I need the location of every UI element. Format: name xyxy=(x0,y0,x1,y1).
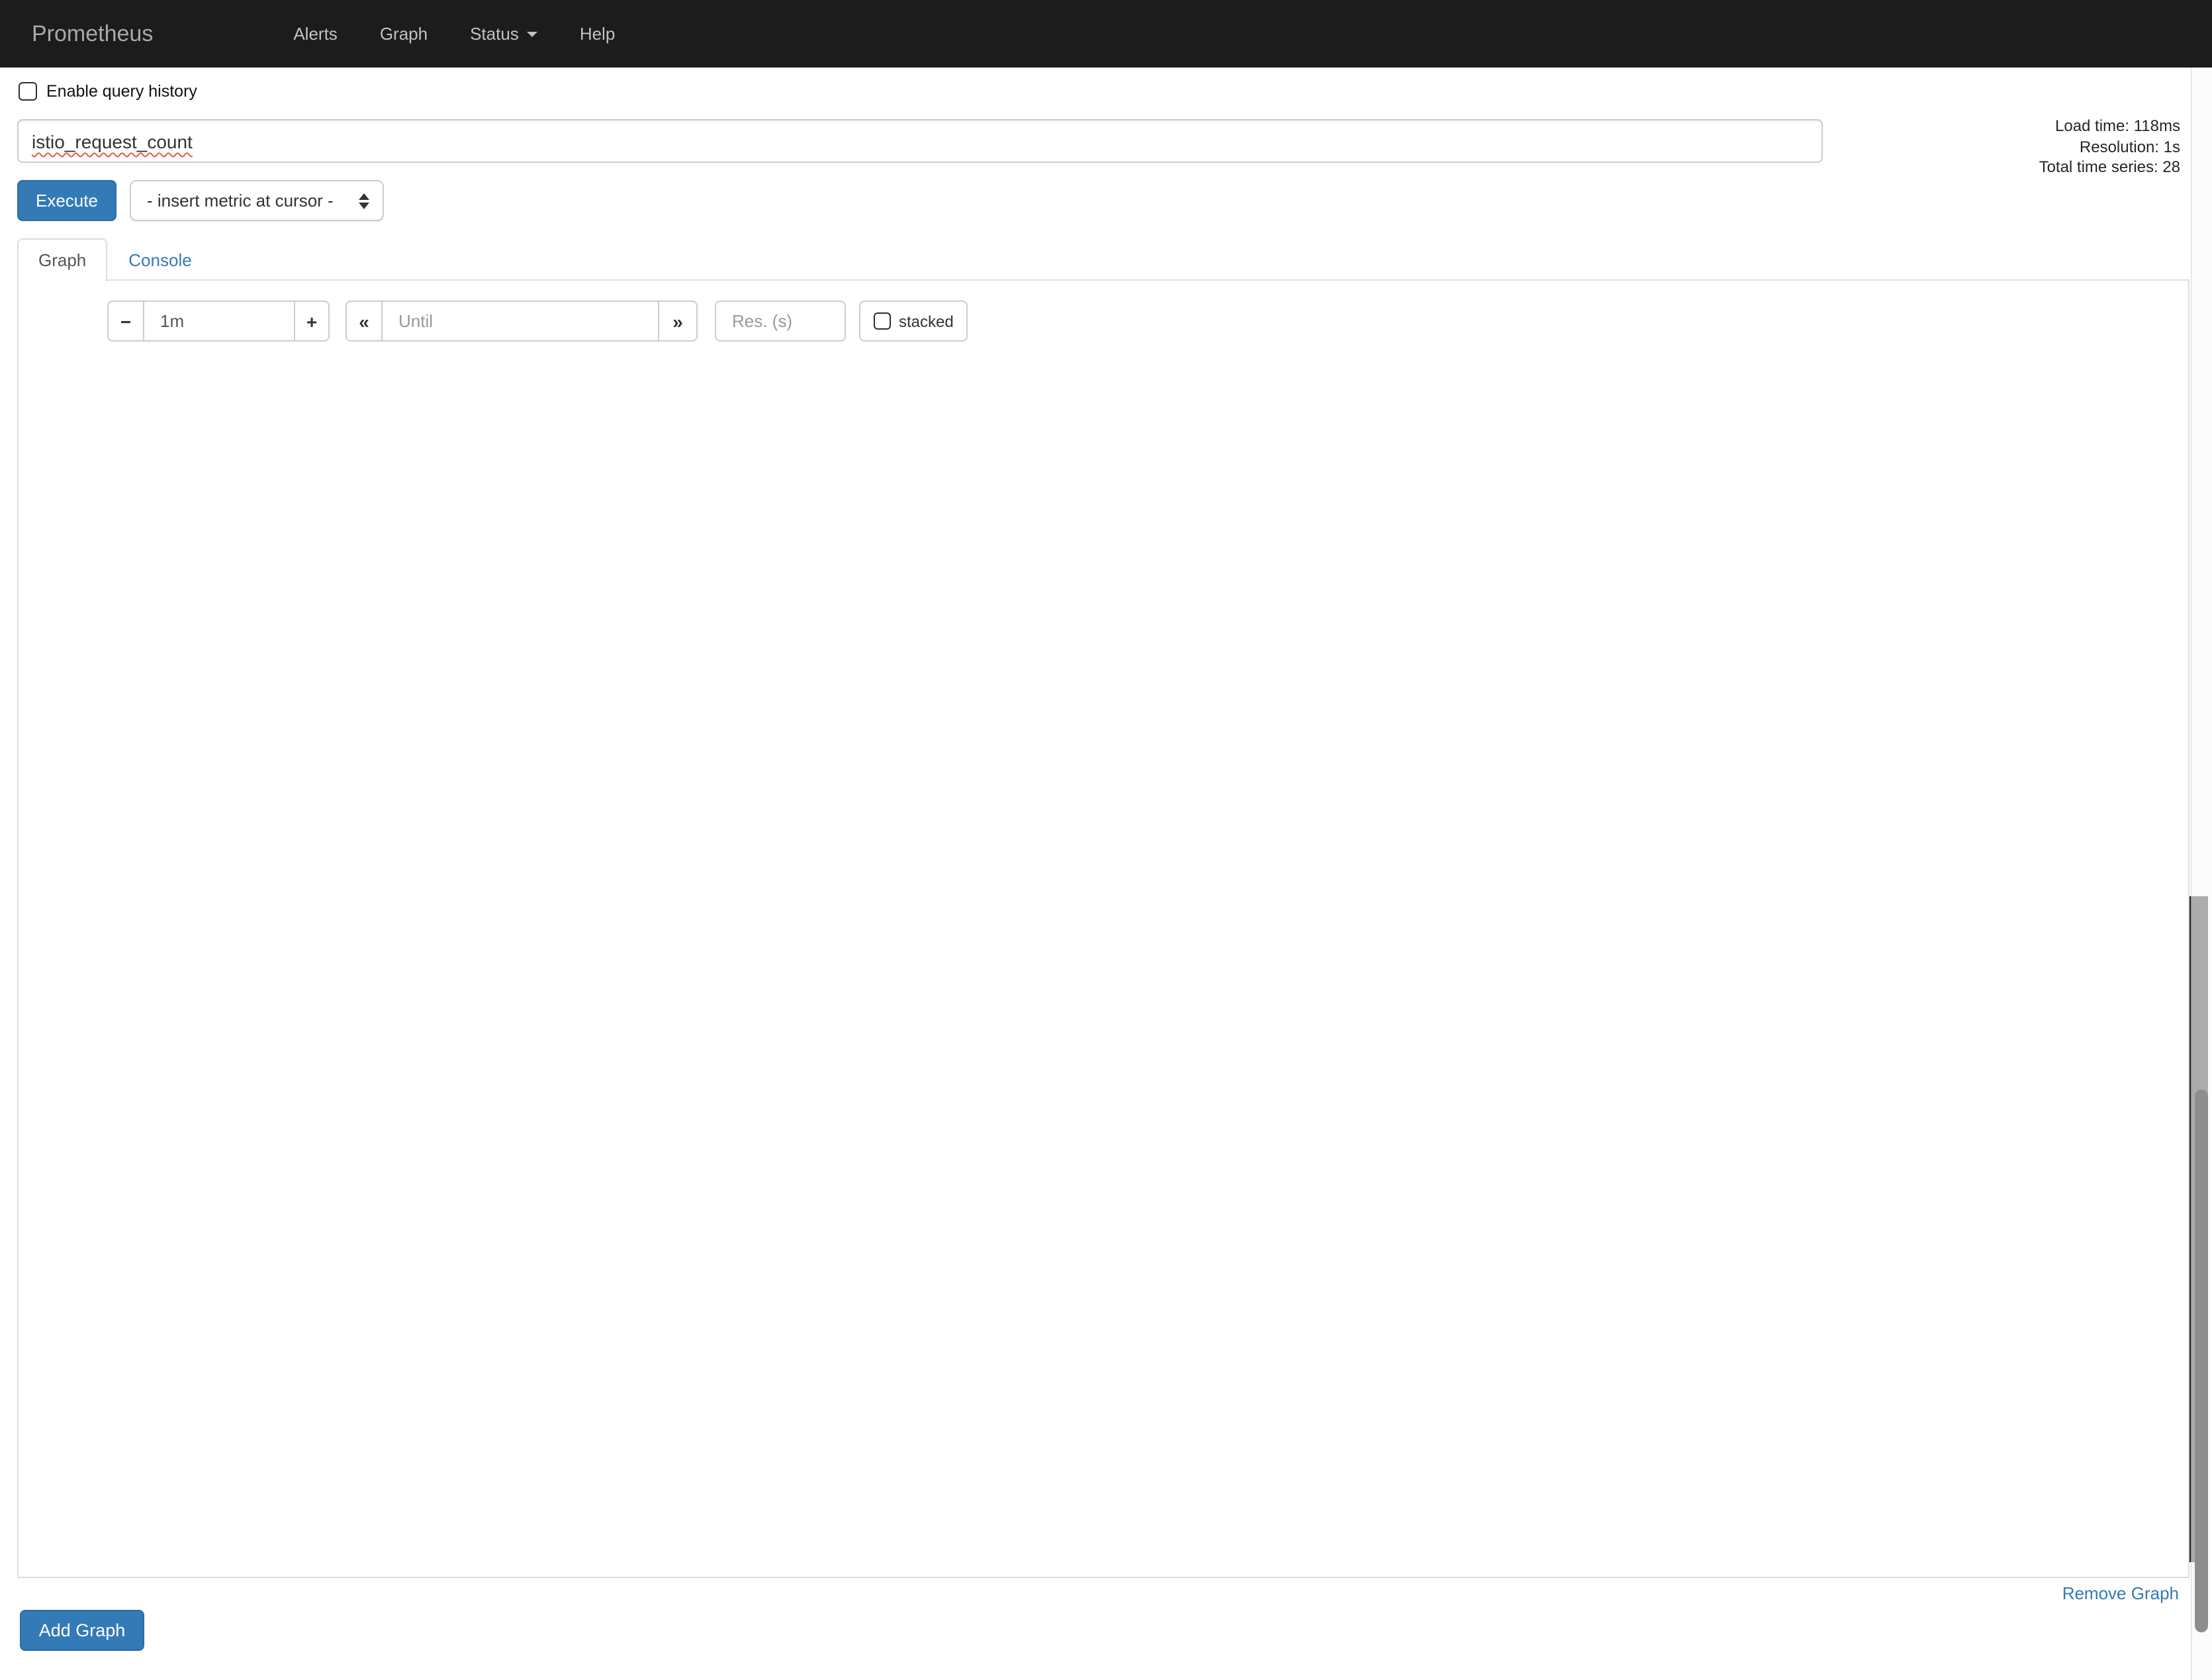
query-history-checkbox[interactable] xyxy=(19,82,37,101)
range-input[interactable]: 1m xyxy=(143,301,295,342)
expression-text: istio_request_count xyxy=(32,130,193,152)
chevron-down-icon xyxy=(526,31,537,36)
total-time-series: Total time series: 28 xyxy=(2039,158,2180,176)
range-shrink-button[interactable]: − xyxy=(107,301,144,342)
load-time: Load time: 118ms xyxy=(2055,117,2180,135)
graph-toolbar: − 1m + « Until » Res. (s) stacked xyxy=(107,301,968,342)
add-graph-button[interactable]: Add Graph xyxy=(20,1610,144,1651)
tabs: Graph Console xyxy=(17,238,213,282)
insert-metric-value: - insert metric at cursor - xyxy=(147,191,334,210)
query-stats: Load time: 118ms Resolution: 1s Total ti… xyxy=(2039,117,2180,178)
navbar: Prometheus Alerts Graph Status Help xyxy=(0,0,2212,68)
tab-console[interactable]: Console xyxy=(128,250,192,270)
resolution-input[interactable]: Res. (s) xyxy=(715,301,846,342)
resolution-placeholder: Res. (s) xyxy=(732,311,792,331)
nav-item-help[interactable]: Help xyxy=(579,24,616,44)
time-group: « Until » xyxy=(346,301,698,342)
stacked-toggle[interactable]: stacked xyxy=(859,301,968,342)
remove-graph-link[interactable]: Remove Graph xyxy=(2062,1583,2179,1603)
tab-graph[interactable]: Graph xyxy=(17,238,108,282)
query-history-label: Enable query history xyxy=(46,82,197,101)
page-scrollbar-thumb[interactable] xyxy=(2195,1090,2208,1632)
brand-link[interactable]: Prometheus xyxy=(32,21,154,46)
graph-panel xyxy=(17,279,2189,1578)
time-forward-button[interactable]: » xyxy=(658,301,698,342)
until-placeholder: Until xyxy=(398,311,434,331)
execute-button[interactable]: Execute xyxy=(17,180,116,221)
query-history-row: Enable query history xyxy=(19,82,197,101)
until-input[interactable]: Until xyxy=(381,301,659,342)
nav-item-alerts[interactable]: Alerts xyxy=(293,24,338,44)
select-arrows-icon xyxy=(359,193,369,209)
time-back-button[interactable]: « xyxy=(346,301,383,342)
expression-input[interactable]: istio_request_count xyxy=(17,119,1823,163)
stacked-label: stacked xyxy=(899,312,954,330)
stacked-checkbox xyxy=(874,312,891,330)
nav-item-status[interactable]: Status xyxy=(449,24,559,44)
resolution: Resolution: 1s xyxy=(2079,137,2180,156)
range-grow-button[interactable]: + xyxy=(294,301,330,342)
nav-item-graph[interactable]: Graph xyxy=(379,24,428,44)
nav-items: Alerts Graph Status Help xyxy=(272,24,636,44)
range-group: − 1m + xyxy=(107,301,330,342)
insert-metric-select[interactable]: - insert metric at cursor - xyxy=(130,180,384,221)
